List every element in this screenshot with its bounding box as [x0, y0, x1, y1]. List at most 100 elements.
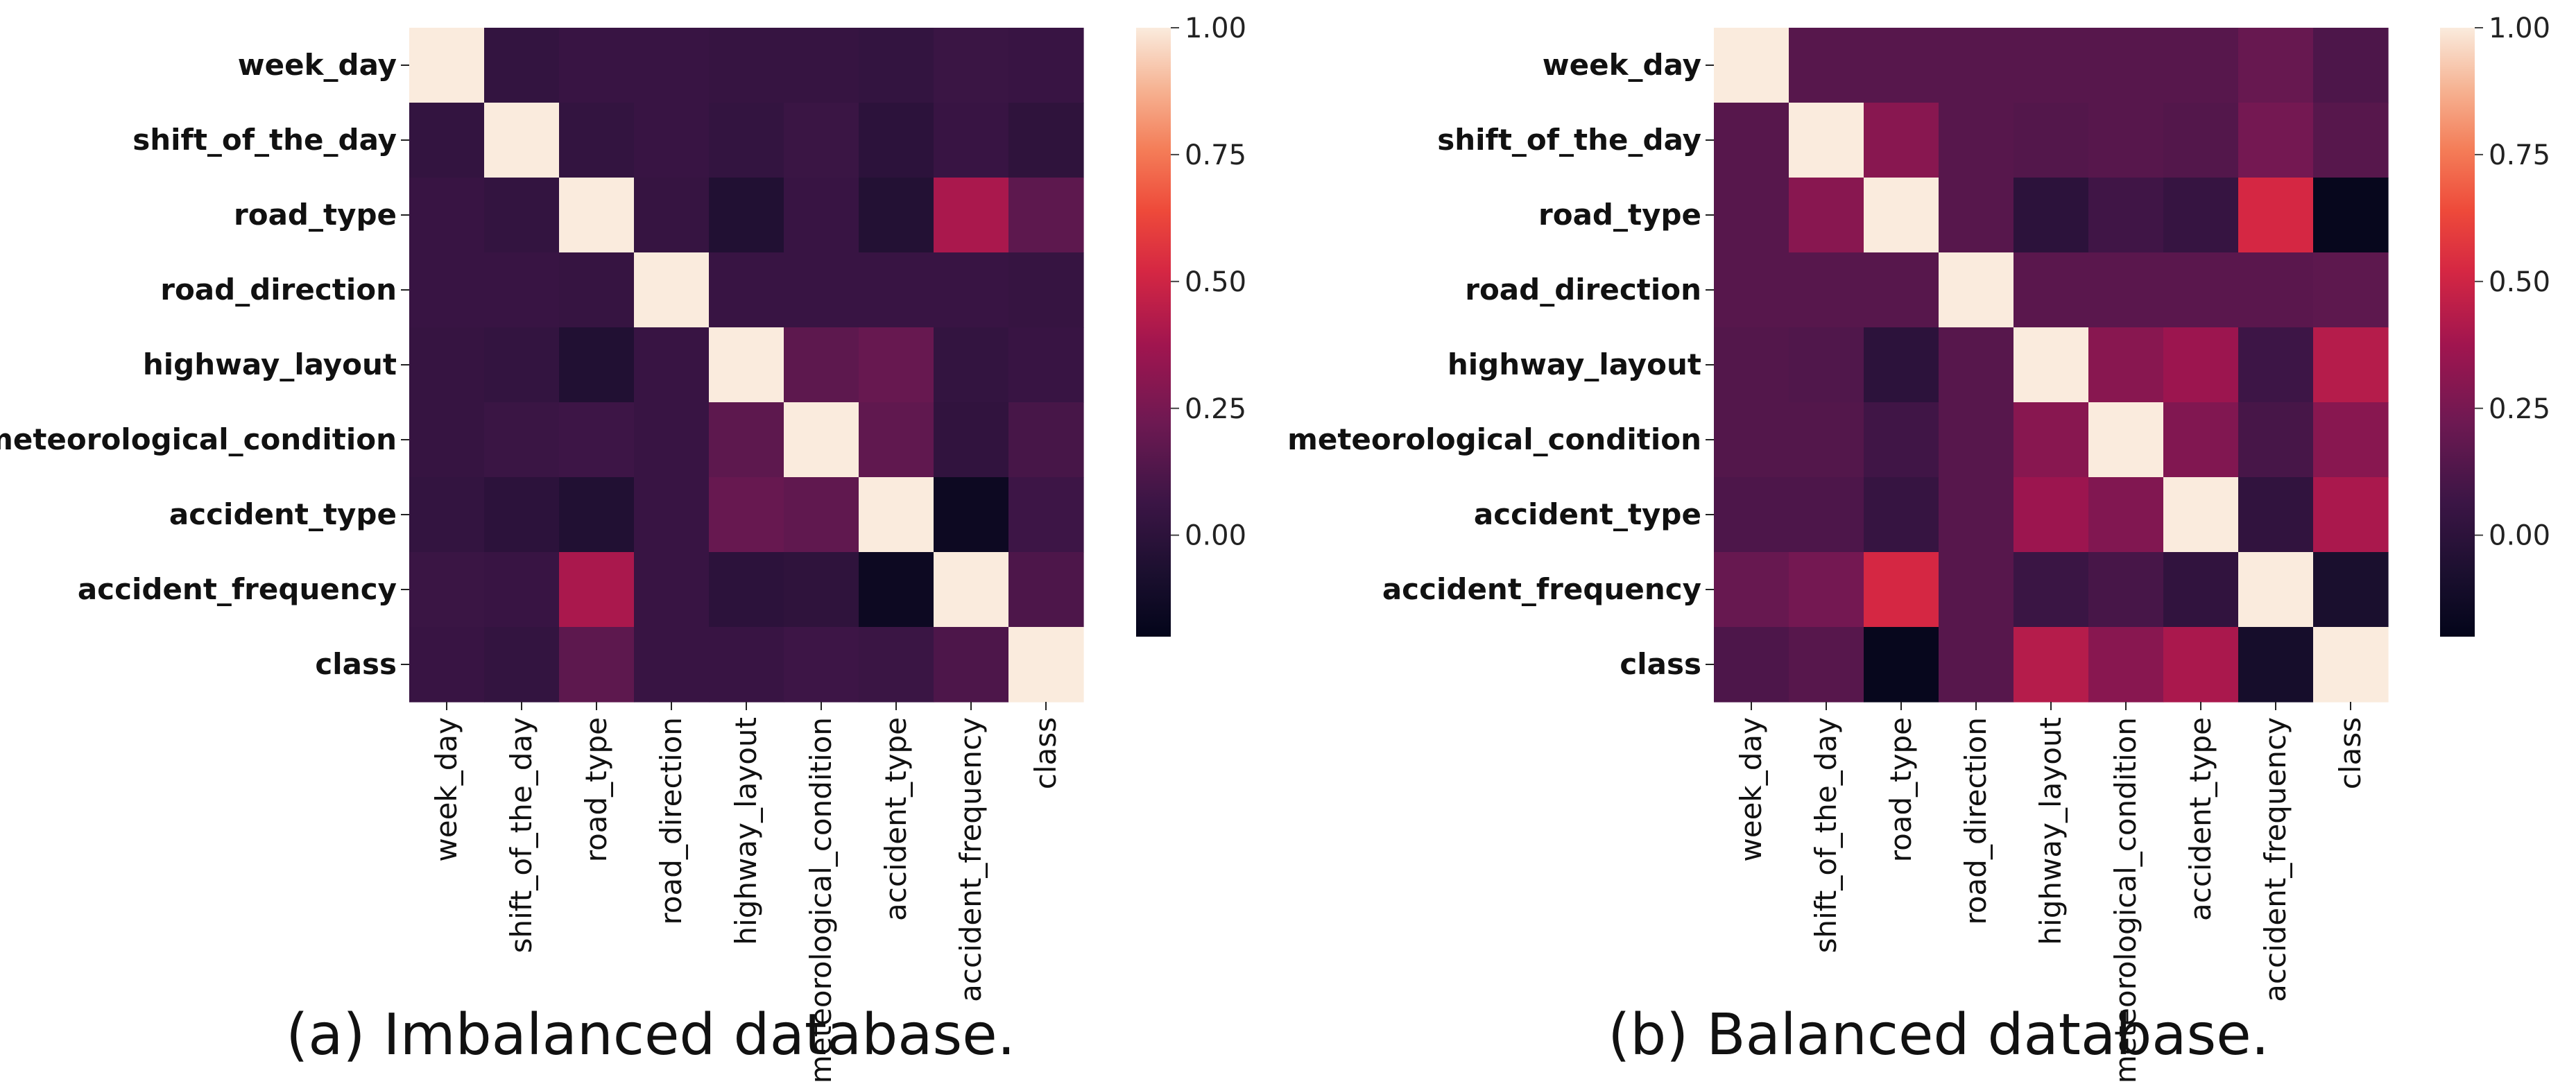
- heatmap-cell: [784, 477, 859, 553]
- heatmap-cell: [2238, 552, 2314, 628]
- heatmap-cell: [1714, 252, 1789, 328]
- column-label: accident_type: [2183, 717, 2217, 921]
- column-label: road_direction: [654, 717, 688, 925]
- heatmap-cell: [409, 402, 485, 478]
- heatmap-cell: [2163, 477, 2239, 553]
- heatmap-cell: [1789, 627, 1864, 703]
- heatmap-cell: [709, 477, 784, 553]
- colorbar-tick-label: 0.25: [2489, 393, 2550, 425]
- heatmap-cell: [2088, 252, 2164, 328]
- heatmap-cell: [1939, 327, 2014, 403]
- heatmap-cell: [2013, 103, 2089, 178]
- heatmap-cell: [784, 178, 859, 253]
- heatmap-cell: [484, 178, 560, 253]
- heatmap-cell: [859, 327, 934, 403]
- heatmap-cell: [2313, 178, 2389, 253]
- heatmap-cell: [484, 28, 560, 103]
- heatmap-cell: [1939, 178, 2014, 253]
- heatmap-cell: [859, 402, 934, 478]
- row-label: highway_layout: [143, 347, 397, 381]
- heatmap-cell: [709, 552, 784, 628]
- column-label: accident_frequency: [2258, 717, 2292, 1002]
- column-label: road_type: [1884, 717, 1918, 862]
- heatmap-cell: [1864, 477, 1939, 553]
- heatmap-cell: [1939, 252, 2014, 328]
- colorbar: [1136, 28, 1171, 637]
- heatmap-cell: [2238, 402, 2314, 478]
- column-label: shift_of_the_day: [504, 717, 538, 953]
- heatmap-cell: [409, 552, 485, 628]
- heatmap-cell: [1008, 477, 1084, 553]
- heatmap-balanced: week_day shift_of_the_day road_type road_di…: [1287, 12, 2550, 1083]
- heatmap-cell: [1008, 327, 1084, 403]
- heatmap-cell: [2238, 28, 2314, 103]
- heatmap-cell: [709, 627, 784, 703]
- heatmap-cell: [2313, 627, 2389, 703]
- heatmap-cell: [559, 28, 635, 103]
- colorbar-tick-label: 1.00: [1185, 12, 1246, 44]
- heatmap-cell: [1714, 28, 1789, 103]
- heatmap-cell: [559, 178, 635, 253]
- heatmap-cell: [634, 327, 710, 403]
- heatmap-cell: [2013, 178, 2089, 253]
- colorbar-tick-label: 0.50: [1185, 266, 1246, 298]
- row-label: class: [1620, 647, 1701, 681]
- heatmap-cell: [784, 327, 859, 403]
- heatmap-cell: [1714, 552, 1789, 628]
- row-label: highway_layout: [1448, 347, 1701, 381]
- heatmap-cell: [484, 552, 560, 628]
- heatmap-cell: [559, 327, 635, 403]
- heatmap-cell: [2313, 477, 2389, 553]
- heatmap-cell: [409, 627, 485, 703]
- column-label: meteorological_condition: [2109, 717, 2143, 1083]
- row-label: accident_frequency: [1382, 572, 1701, 606]
- column-label: week_day: [429, 717, 463, 862]
- row-label: meteorological_condition: [0, 422, 397, 456]
- heatmap-cell: [2163, 627, 2239, 703]
- heatmap-cell: [784, 552, 859, 628]
- heatmap-cell: [559, 402, 635, 478]
- colorbar-tick-label: 0.50: [2489, 266, 2550, 298]
- column-label: class: [1029, 717, 1063, 789]
- heatmap-cell: [1939, 477, 2014, 553]
- heatmap-cell: [1008, 178, 1084, 253]
- colorbar-tick-label: 0.25: [1185, 393, 1246, 425]
- row-label: week_day: [1543, 48, 1701, 82]
- heatmap-cell: [2313, 402, 2389, 478]
- heatmap-cell: [934, 402, 1009, 478]
- heatmap-cell: [1864, 552, 1939, 628]
- heatmap-cell: [2163, 552, 2239, 628]
- heatmap-cell: [559, 477, 635, 553]
- heatmap-cell: [1864, 402, 1939, 478]
- heatmap-cell: [1864, 28, 1939, 103]
- heatmap-cell: [634, 627, 710, 703]
- row-label: accident_type: [169, 497, 397, 531]
- heatmap-cell: [1714, 103, 1789, 178]
- heatmap-cell: [2313, 28, 2389, 103]
- heatmap-cell: [409, 252, 485, 328]
- heatmap-cell: [784, 627, 859, 703]
- colorbar-tick-label: 0.00: [1185, 520, 1246, 552]
- heatmap-cell: [1714, 178, 1789, 253]
- row-label: accident_type: [1474, 497, 1701, 531]
- heatmap-cell: [709, 252, 784, 328]
- heatmap-cell: [484, 327, 560, 403]
- heatmap-cell: [859, 103, 934, 178]
- heatmap-cell: [484, 627, 560, 703]
- heatmap-cell: [1789, 178, 1864, 253]
- heatmap-cell: [634, 178, 710, 253]
- heatmap-cell: [1864, 178, 1939, 253]
- heatmap-cell: [859, 477, 934, 553]
- heatmap-cell: [1008, 28, 1084, 103]
- heatmap-cell: [2013, 477, 2089, 553]
- heatmap-cell: [934, 552, 1009, 628]
- heatmap-cell: [1939, 627, 2014, 703]
- heatmap-cell: [2013, 627, 2089, 703]
- column-label: highway_layout: [729, 717, 763, 945]
- heatmap-cell: [1939, 28, 2014, 103]
- column-label: shift_of_the_day: [1809, 717, 1843, 953]
- heatmap-cell: [2013, 252, 2089, 328]
- caption-imbalanced: (a) Imbalanced database.: [286, 1002, 1015, 1068]
- heatmap-cell: [784, 28, 859, 103]
